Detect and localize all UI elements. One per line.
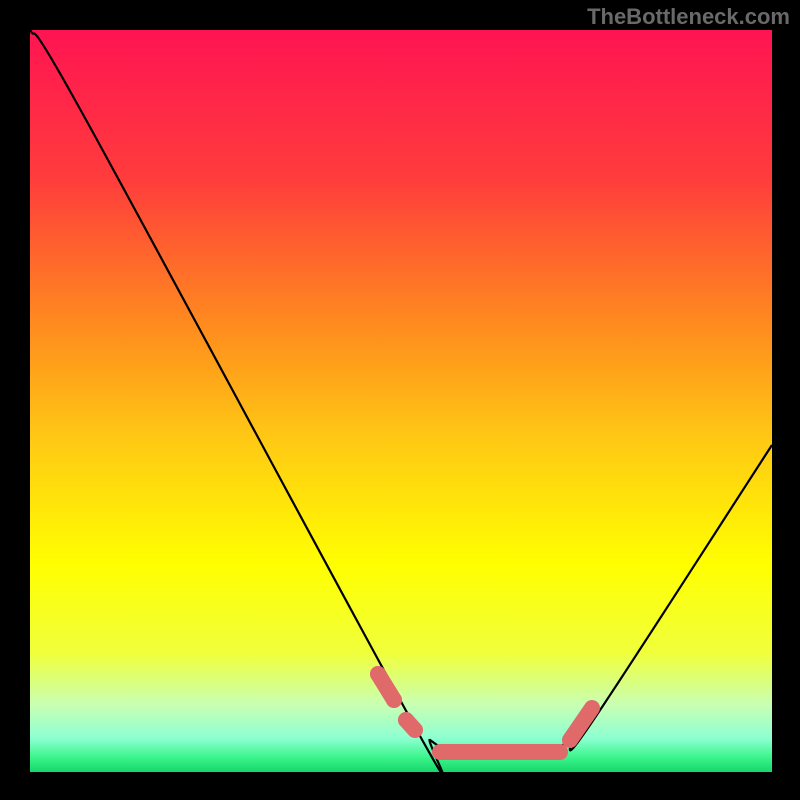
highlight-dot bbox=[386, 692, 402, 708]
curve-highlight bbox=[370, 666, 592, 752]
highlight-dot bbox=[398, 712, 414, 728]
bottleneck-curve bbox=[30, 30, 772, 772]
curve-layer bbox=[30, 30, 772, 772]
chart-container: TheBottleneck.com bbox=[0, 0, 800, 800]
plot-area bbox=[30, 30, 772, 772]
attribution-text: TheBottleneck.com bbox=[587, 4, 790, 30]
highlight-segment bbox=[570, 708, 592, 740]
highlight-dot bbox=[370, 666, 386, 682]
